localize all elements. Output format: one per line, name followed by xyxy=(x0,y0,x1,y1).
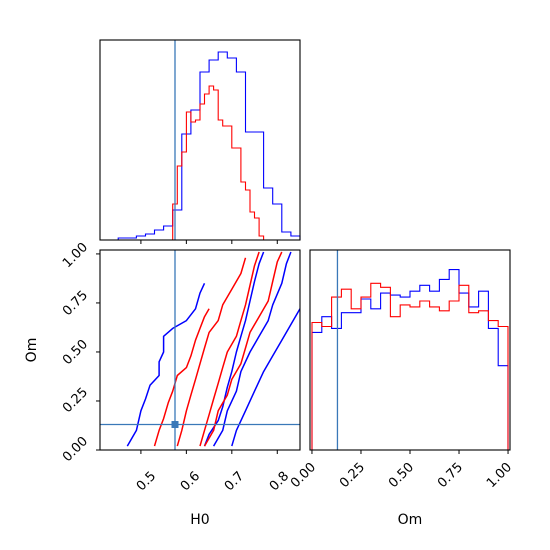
h0-marginal-histogram-panel xyxy=(99,39,301,244)
joint-x-tick-labels: 0.5 0.6 0.7 0.8 xyxy=(134,469,292,494)
x-tick-label: 0.75 xyxy=(435,460,466,491)
truth-marker xyxy=(171,421,179,429)
om-marginal-histogram-panel xyxy=(309,249,511,454)
histogram-series xyxy=(311,282,509,450)
histogram-series xyxy=(100,51,301,241)
h0-om-contour-panel xyxy=(96,249,301,454)
om-x-tick-labels: 0.00 0.25 0.50 0.75 1.00 xyxy=(288,460,515,491)
x-tick-label: 0.25 xyxy=(337,460,368,491)
x-axis-label-om: Om xyxy=(398,512,423,528)
contour-layer xyxy=(100,250,300,450)
y-tick-label: 0.00 xyxy=(60,434,91,465)
x-tick-label: 0.7 xyxy=(222,469,247,494)
contour-line xyxy=(231,308,300,447)
contour-line xyxy=(199,251,260,447)
contour-line xyxy=(126,282,206,447)
contour-line xyxy=(203,251,283,447)
histogram-series xyxy=(172,85,265,240)
joint-y-tick-labels: 0.00 0.25 0.50 0.75 1.00 xyxy=(60,240,91,465)
panel-frame xyxy=(99,249,301,451)
y-tick-label: 0.25 xyxy=(60,385,91,416)
x-axis-label-h0: H0 xyxy=(190,512,209,528)
x-tick-label: 0.00 xyxy=(288,460,319,491)
panel-frame xyxy=(99,39,301,241)
y-tick-label: 0.50 xyxy=(60,337,91,368)
panel-frame xyxy=(309,249,511,451)
histogram-series xyxy=(311,269,509,450)
x-tick-label: 0.50 xyxy=(386,460,417,491)
y-tick-label: 1.00 xyxy=(60,240,91,271)
y-axis-label-om: Om xyxy=(24,338,40,363)
contour-line xyxy=(153,308,210,447)
x-tick-label: 0.5 xyxy=(134,469,159,494)
contour-line xyxy=(212,251,292,447)
x-tick-label: 0.6 xyxy=(178,469,203,494)
contour-line xyxy=(203,251,265,447)
x-tick-label: 1.00 xyxy=(484,460,515,491)
y-tick-label: 0.75 xyxy=(60,288,91,319)
contour-line xyxy=(176,257,247,447)
